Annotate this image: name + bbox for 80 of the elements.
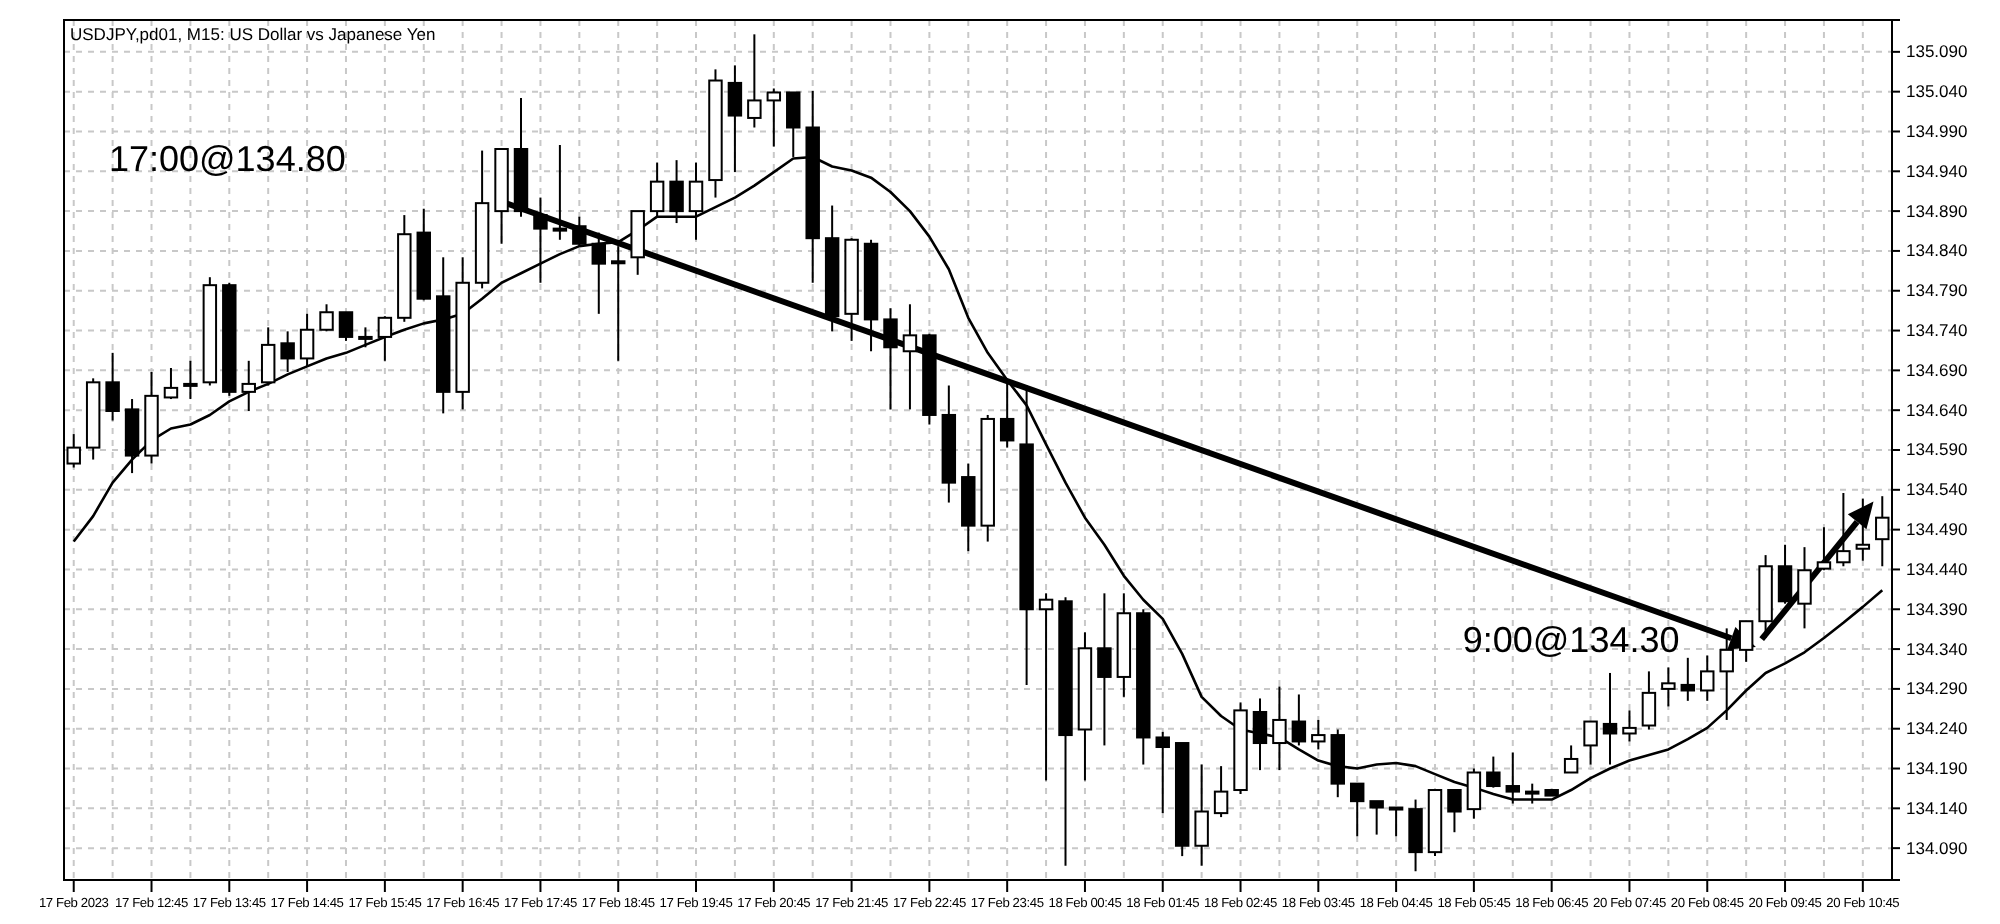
y-tick-label: 134.340 [1906,638,1968,659]
candlestick [1641,670,1657,731]
candlestick [766,87,782,148]
candlestick [591,231,607,315]
candlestick [163,366,179,401]
candlestick [533,196,548,284]
y-tick-label: 134.090 [1906,837,1968,858]
candlestick [1369,800,1384,836]
candlestick [1155,730,1170,815]
candlestick [280,330,295,373]
candlestick [260,326,276,387]
candlestick [999,381,1015,449]
y-tick-label: 134.840 [1906,240,1968,261]
candlestick [1388,806,1404,838]
candlestick [105,351,120,422]
candlestick [1447,789,1462,834]
candlestick [1252,697,1268,772]
candlestick [319,303,334,333]
candlestick [1719,627,1734,721]
candlestick [1486,755,1501,789]
candlestick [1563,744,1579,774]
candlestick [1408,798,1423,873]
candlestick [1816,526,1832,572]
y-tick-label: 134.390 [1906,598,1968,619]
candlestick [1855,497,1871,562]
candlestick [1097,592,1112,747]
candlestick [1272,685,1287,772]
candlestick [1797,546,1812,630]
candlestick [1661,666,1676,708]
candlestick [747,33,762,129]
candlestick [1622,709,1637,743]
y-tick-label: 134.490 [1906,519,1968,540]
candlestick [649,161,665,218]
candlestick [1680,656,1696,702]
y-tick-label: 134.540 [1906,479,1968,500]
candlestick [241,359,256,412]
candlestick [552,144,568,241]
y-tick-label: 134.740 [1906,320,1968,340]
candlestick [1836,492,1851,568]
candlestick [1583,720,1598,766]
candlestick [572,215,587,248]
y-tick-label: 134.940 [1906,160,1968,181]
candlestick [902,303,918,411]
candlestick [1311,718,1326,751]
candlestick [1038,592,1054,782]
candlestick [1349,782,1365,838]
candlestick [299,312,315,368]
y-tick-label: 134.640 [1906,399,1968,420]
candlestick [1777,543,1793,605]
annotation: 9:00@134.30 [1462,620,1680,661]
candlestick [1700,654,1715,702]
candlestick [688,161,704,241]
y-tick-label: 135.090 [1906,41,1968,62]
y-tick-label: 134.590 [1906,439,1968,460]
candlestick [630,210,645,276]
candlestick [124,398,140,475]
candlestick [1213,765,1229,819]
candlestick [883,307,898,411]
y-tick-label: 135.040 [1906,81,1968,102]
candlestick [1194,763,1209,867]
candlestick [183,359,198,401]
candlestick [1738,620,1754,663]
candlestick [377,315,393,362]
y-tick-label: 134.990 [1906,120,1968,141]
y-tick-label: 134.240 [1906,718,1968,739]
y-tick-label: 134.440 [1906,558,1968,579]
annotation: 17:00@134.80 [108,139,346,180]
candlestick [727,64,743,174]
candlestick [358,326,373,349]
y-tick-label: 134.290 [1906,678,1968,699]
chart-title: USDJPY,pd01, M15: US Dollar vs Japanese Yen [70,24,436,44]
y-tick-label: 134.890 [1906,200,1968,221]
y-tick-label: 134.690 [1906,359,1968,380]
candlestick [611,245,626,362]
candlestick [1291,693,1307,747]
candlestick [338,311,354,342]
y-tick-label: 134.190 [1906,757,1968,778]
y-tick-label: 134.790 [1906,280,1968,301]
y-tick-label: 134.140 [1906,797,1968,818]
candlestick [1602,671,1618,766]
